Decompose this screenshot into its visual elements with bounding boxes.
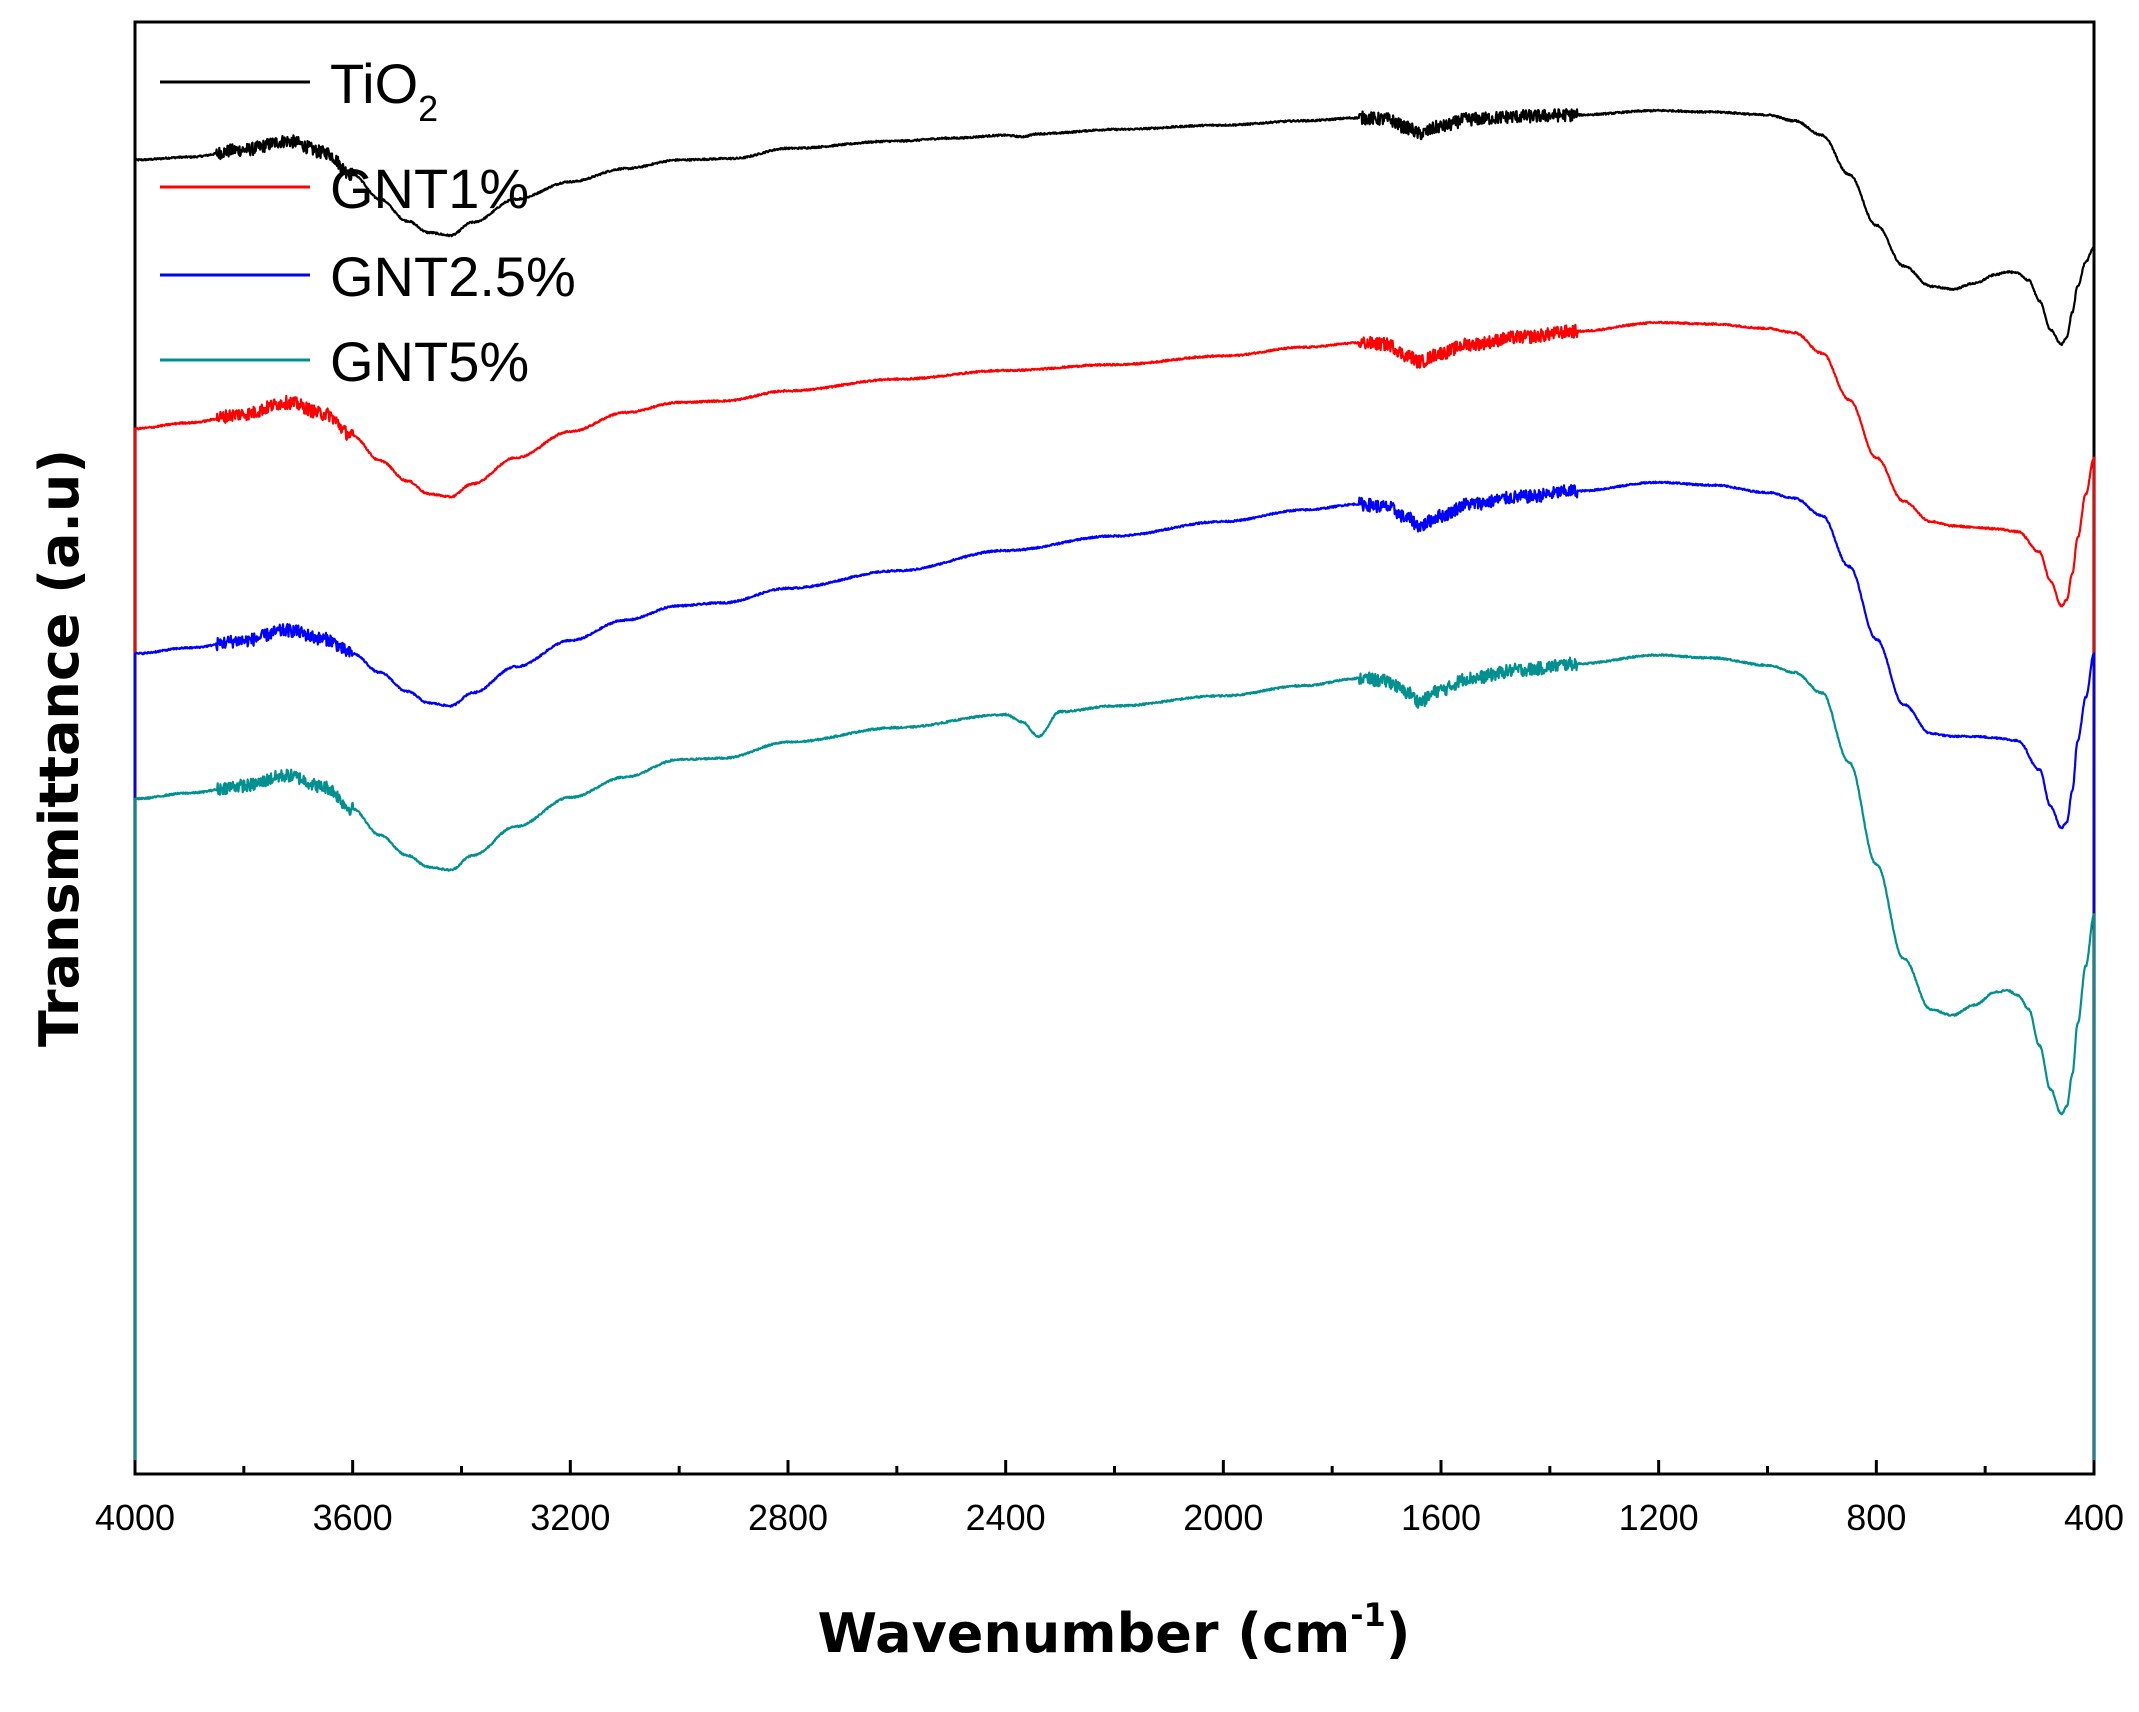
- x-tick-label-1600: 1600: [1401, 1497, 1481, 1538]
- legend-item-gnt2-5: GNT2.5%: [160, 245, 576, 308]
- series-line-gnt1-: [133, 320, 2096, 1474]
- plot-area: 4000 3600 3200 2800 2400 2000 1600 1200 800 400: [95, 20, 2124, 1538]
- y-axis-title: Transmittance (a.u): [28, 449, 91, 1047]
- x-tick-label-400: 400: [2064, 1497, 2124, 1538]
- x-tick-label-2800: 2800: [748, 1497, 828, 1538]
- legend-item-tio2: TiO2: [160, 52, 438, 129]
- legend-item-gnt5: GNT5%: [160, 330, 529, 393]
- series-line-tio2: [133, 108, 2096, 1474]
- series-layer: [133, 108, 2096, 1474]
- x-tick-label-3600: 3600: [313, 1497, 393, 1538]
- legend-label-gnt2-5: GNT2.5%: [330, 245, 576, 308]
- legend-item-gnt1: GNT1%: [160, 157, 529, 220]
- series-line-gnt2-5-: [133, 480, 2096, 1474]
- x-tick-label-800: 800: [1846, 1497, 1906, 1538]
- legend-label-tio2: TiO2: [330, 52, 438, 129]
- x-tick-label-3200: 3200: [530, 1497, 610, 1538]
- legend: TiO2 GNT1% GNT2.5% GNT5%: [160, 52, 576, 393]
- series-line-gnt5-: [133, 653, 2096, 1474]
- x-axis-ticks: 4000 3600 3200 2800 2400 2000 1600 1200 800 400: [95, 1460, 2124, 1538]
- x-tick-label-1200: 1200: [1619, 1497, 1699, 1538]
- x-tick-label-4000: 4000: [95, 1497, 175, 1538]
- plot-frame: [133, 20, 2096, 1476]
- legend-label-gnt5: GNT5%: [330, 330, 529, 393]
- legend-label-gnt1: GNT1%: [330, 157, 529, 220]
- x-tick-label-2400: 2400: [966, 1497, 1046, 1538]
- x-tick-label-2000: 2000: [1183, 1497, 1263, 1538]
- x-axis-title: Wavenumber (cm-1): [818, 1596, 1411, 1665]
